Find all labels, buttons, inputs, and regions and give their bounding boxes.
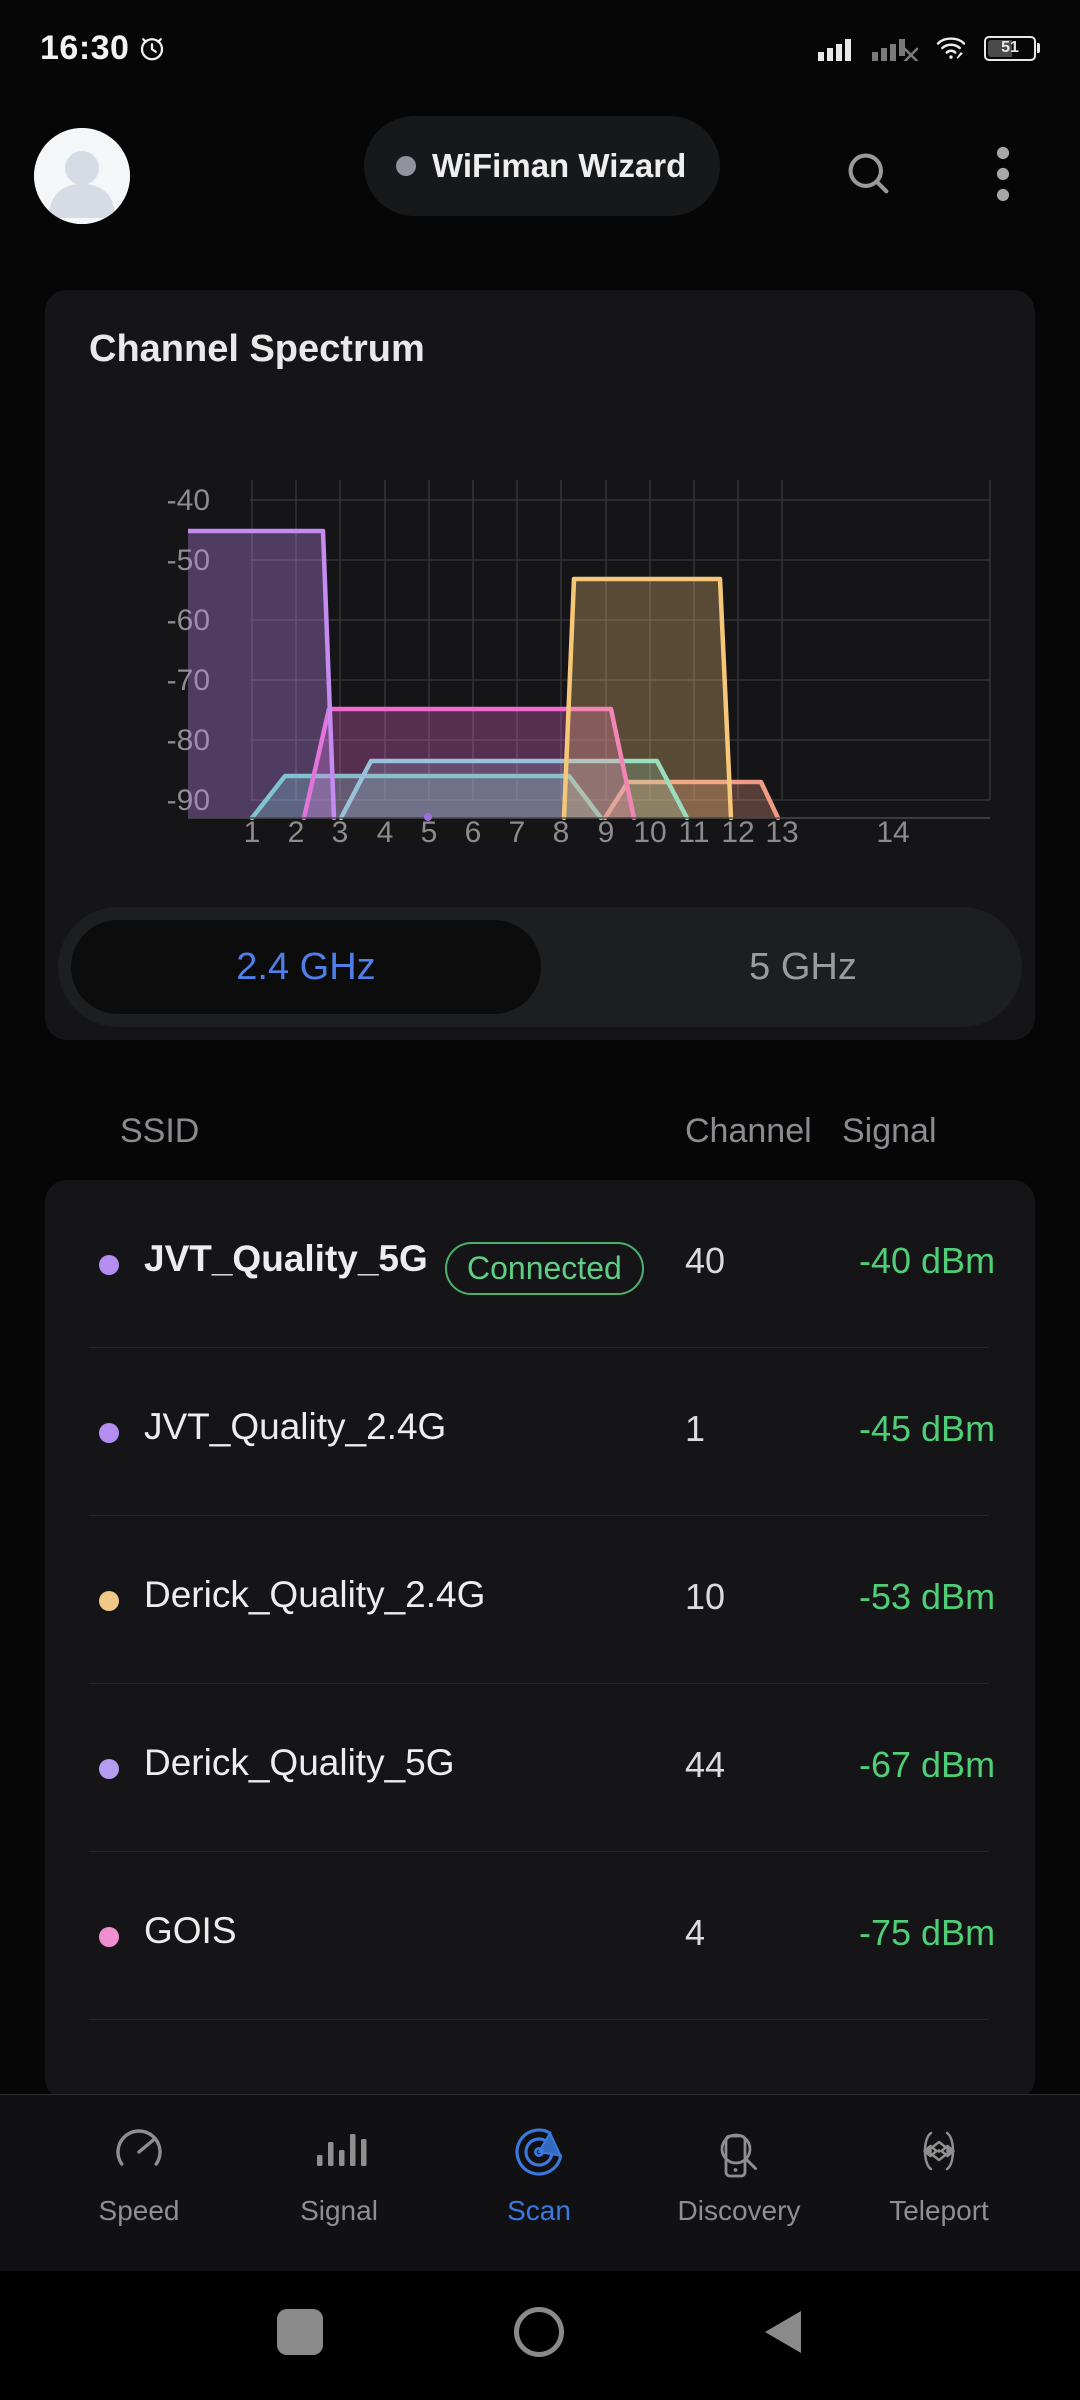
svg-text:10: 10 [633, 816, 666, 849]
svg-text:3: 3 [332, 816, 349, 849]
svg-text:13: 13 [765, 816, 798, 849]
svg-text:12: 12 [721, 816, 754, 849]
svg-text:8: 8 [553, 816, 570, 849]
svg-text:1: 1 [244, 816, 261, 849]
svg-text:9: 9 [598, 816, 615, 849]
svg-text:7: 7 [509, 816, 526, 849]
svg-text:2: 2 [288, 816, 305, 849]
svg-text:5: 5 [421, 816, 438, 849]
svg-text:6: 6 [465, 816, 482, 849]
svg-text:11: 11 [678, 816, 709, 849]
svg-text:-40: -40 [167, 484, 210, 517]
svg-text:14: 14 [876, 816, 909, 849]
svg-text:4: 4 [377, 816, 394, 849]
